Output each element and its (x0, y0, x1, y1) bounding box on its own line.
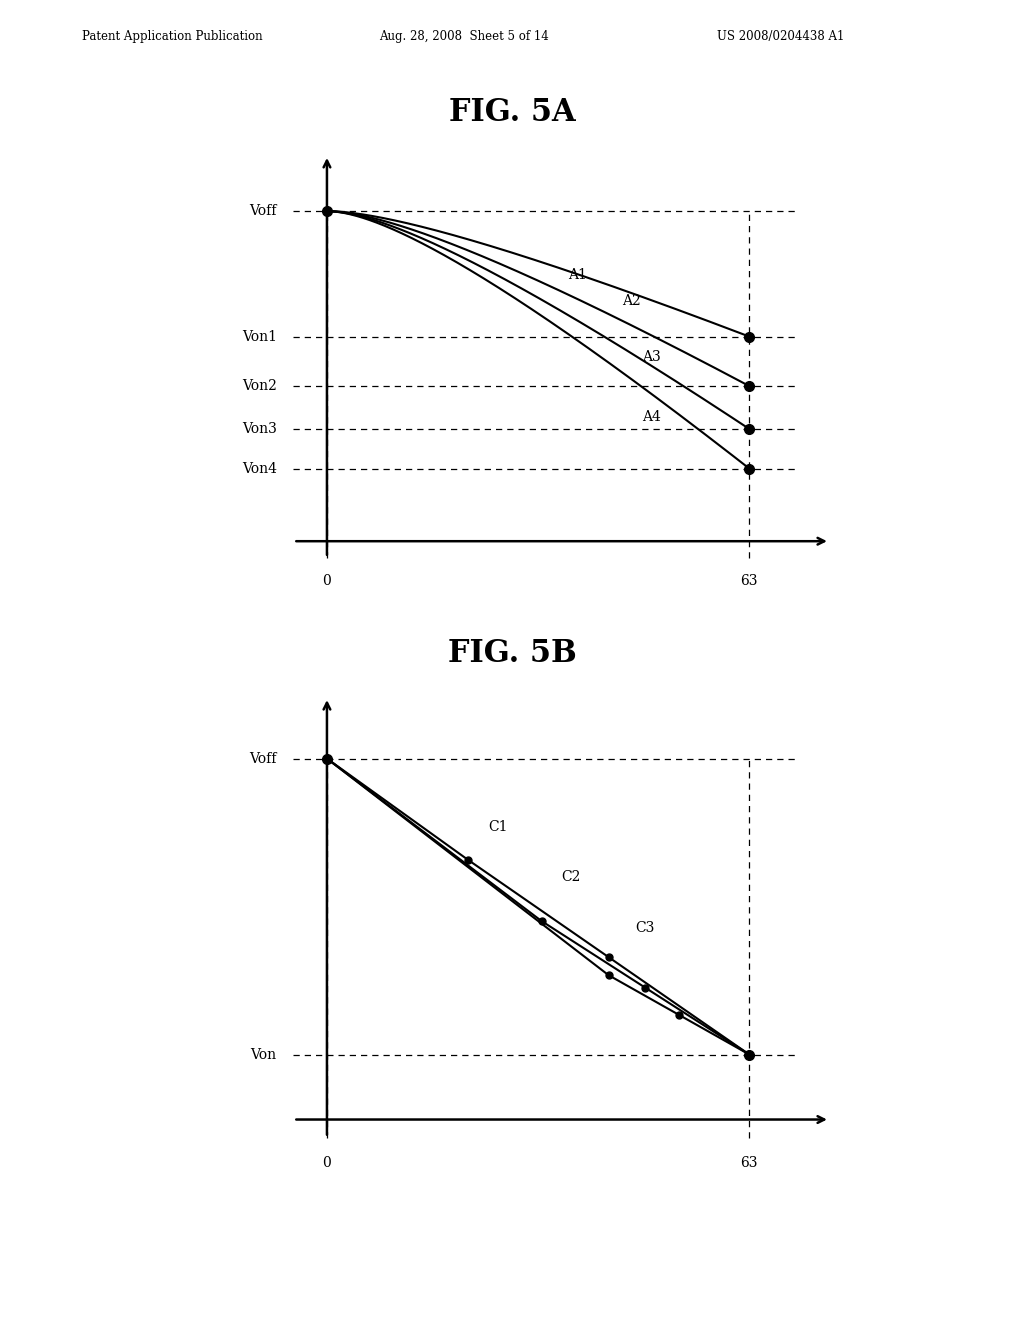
Text: Aug. 28, 2008  Sheet 5 of 14: Aug. 28, 2008 Sheet 5 of 14 (379, 29, 549, 42)
Text: Von1: Von1 (242, 330, 276, 343)
Text: A1: A1 (568, 268, 587, 282)
Text: A3: A3 (642, 350, 660, 364)
Text: C1: C1 (487, 820, 507, 834)
Text: FIG. 5B: FIG. 5B (447, 638, 577, 669)
Text: Von3: Von3 (242, 422, 276, 436)
Text: Von2: Von2 (242, 379, 276, 393)
Text: 0: 0 (323, 1155, 332, 1170)
Text: A4: A4 (642, 409, 660, 424)
Text: Von4: Von4 (242, 462, 276, 475)
Text: FIG. 5A: FIG. 5A (449, 96, 575, 128)
Text: 63: 63 (740, 574, 758, 589)
Text: Von: Von (251, 1048, 276, 1061)
Text: US 2008/0204438 A1: US 2008/0204438 A1 (717, 29, 844, 42)
Text: 63: 63 (740, 1155, 758, 1170)
Text: Patent Application Publication: Patent Application Publication (82, 29, 262, 42)
Text: 0: 0 (323, 574, 332, 589)
Text: C3: C3 (635, 921, 654, 935)
Text: A2: A2 (622, 294, 641, 309)
Text: Voff: Voff (249, 751, 276, 766)
Text: C2: C2 (561, 870, 581, 884)
Text: Voff: Voff (249, 205, 276, 218)
